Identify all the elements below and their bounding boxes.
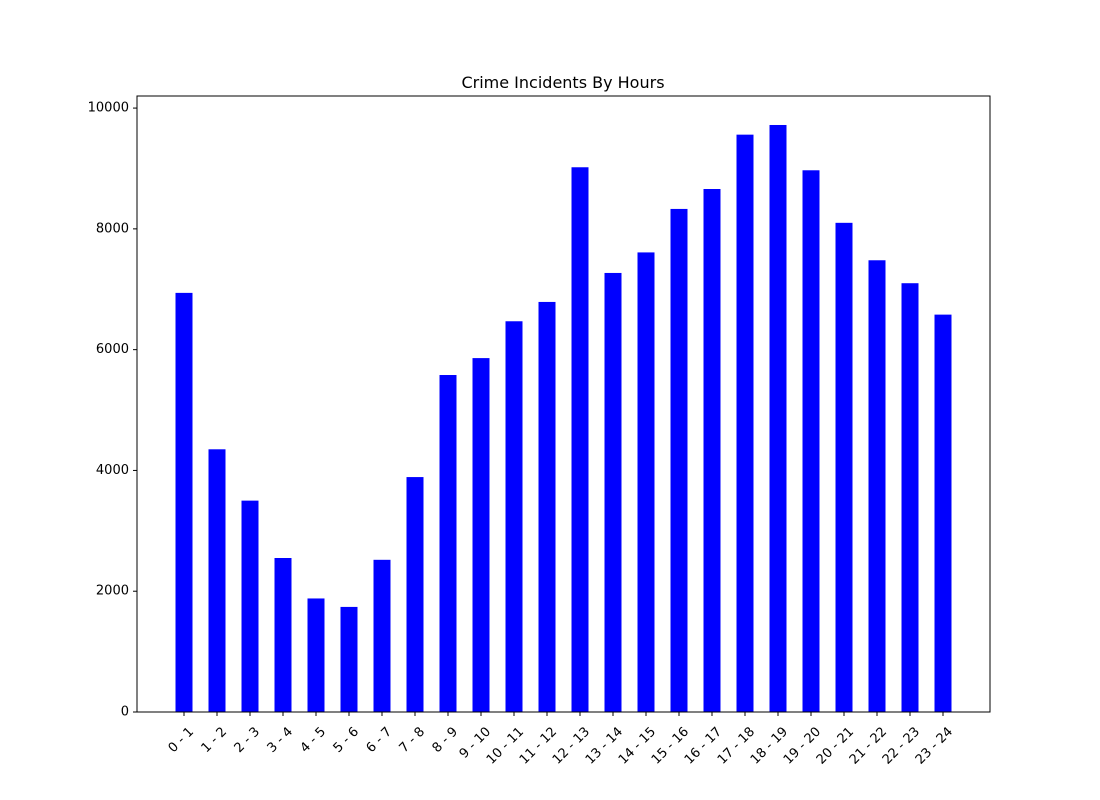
- bar-23: [934, 314, 952, 712]
- bar-4: [307, 598, 325, 712]
- bar-18: [769, 124, 787, 713]
- y-tick-label-3: 6000: [96, 342, 129, 357]
- x-tick-label-4: 4 - 5: [298, 724, 329, 755]
- x-tick-label-3: 3 - 4: [265, 724, 296, 755]
- chart-title: Crime Incidents By Hours: [461, 73, 664, 92]
- bar-19: [802, 170, 820, 712]
- bar-22: [901, 283, 919, 712]
- y-tick-label-1: 2000: [96, 584, 129, 599]
- bar-1: [208, 449, 226, 712]
- x-tick-label-7: 7 - 8: [397, 724, 428, 755]
- bar-6: [373, 559, 391, 712]
- y-tick-label-2: 4000: [96, 463, 129, 478]
- bar-20: [835, 222, 853, 712]
- bar-3: [274, 558, 292, 712]
- y-tick-label-4: 8000: [96, 221, 129, 236]
- bar-13: [604, 272, 622, 712]
- bar-14: [637, 252, 655, 712]
- bar-8: [439, 375, 457, 712]
- bar-0: [175, 292, 193, 712]
- bar-5: [340, 606, 358, 712]
- y-tick-label-5: 10000: [88, 101, 129, 116]
- bar-17: [736, 134, 754, 712]
- x-tick-label-0: 0 - 1: [166, 724, 197, 755]
- x-tick-label-1: 1 - 2: [199, 724, 230, 755]
- bar-2: [241, 500, 259, 712]
- bar-21: [868, 260, 886, 712]
- x-tick-label-23: 23 - 24: [913, 724, 956, 767]
- bar-16: [703, 189, 721, 713]
- bar-11: [538, 301, 556, 712]
- y-tick-label-0: 0: [121, 705, 129, 720]
- bar-7: [406, 477, 424, 712]
- x-tick-label-2: 2 - 3: [232, 724, 263, 755]
- plot-frame: [136, 95, 991, 713]
- bar-15: [670, 208, 688, 712]
- bar-12: [571, 167, 589, 712]
- bar-10: [505, 321, 523, 712]
- bar-9: [472, 358, 490, 712]
- bars-layer: [175, 124, 952, 713]
- x-tick-label-6: 6 - 7: [364, 724, 395, 755]
- x-tick-label-5: 5 - 6: [331, 724, 362, 755]
